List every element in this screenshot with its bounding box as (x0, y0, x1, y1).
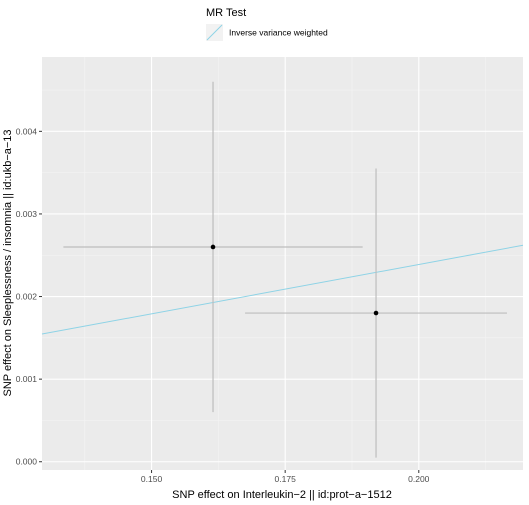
y-tick-label: 0.001 (16, 374, 38, 384)
data-points (210, 244, 379, 316)
legend-key-line (206, 24, 223, 41)
x-axis-title: SNP effect on Interleukin−2 || id:prot−a… (172, 489, 392, 501)
y-tick-label: 0.000 (16, 457, 38, 467)
data-point (373, 310, 379, 316)
grid-major (42, 57, 523, 470)
ivw-regression-line (41, 244, 524, 335)
data-point (210, 244, 216, 250)
x-tick-label: 0.150 (141, 474, 163, 484)
y-tick-label: 0.002 (16, 292, 38, 302)
x-axis-ticks: 0.150 0.175 0.200 (141, 470, 430, 484)
legend-title: MR Test (206, 7, 246, 19)
y-tick-label: 0.004 (16, 126, 38, 136)
legend: MR Test Inverse variance weighted (206, 7, 328, 41)
regression-lines (41, 244, 524, 335)
x-tick-label: 0.175 (275, 474, 297, 484)
grid-minor (42, 57, 523, 470)
y-axis-title: SNP effect on Sleeplessness / insomnia |… (2, 129, 14, 396)
y-tick-label: 0.003 (16, 209, 38, 219)
y-axis-ticks: 0.000 0.001 0.002 0.003 0.004 (16, 126, 42, 467)
x-tick-label: 0.200 (408, 474, 430, 484)
legend-label: Inverse variance weighted (229, 28, 328, 38)
plot-panel (42, 57, 523, 470)
